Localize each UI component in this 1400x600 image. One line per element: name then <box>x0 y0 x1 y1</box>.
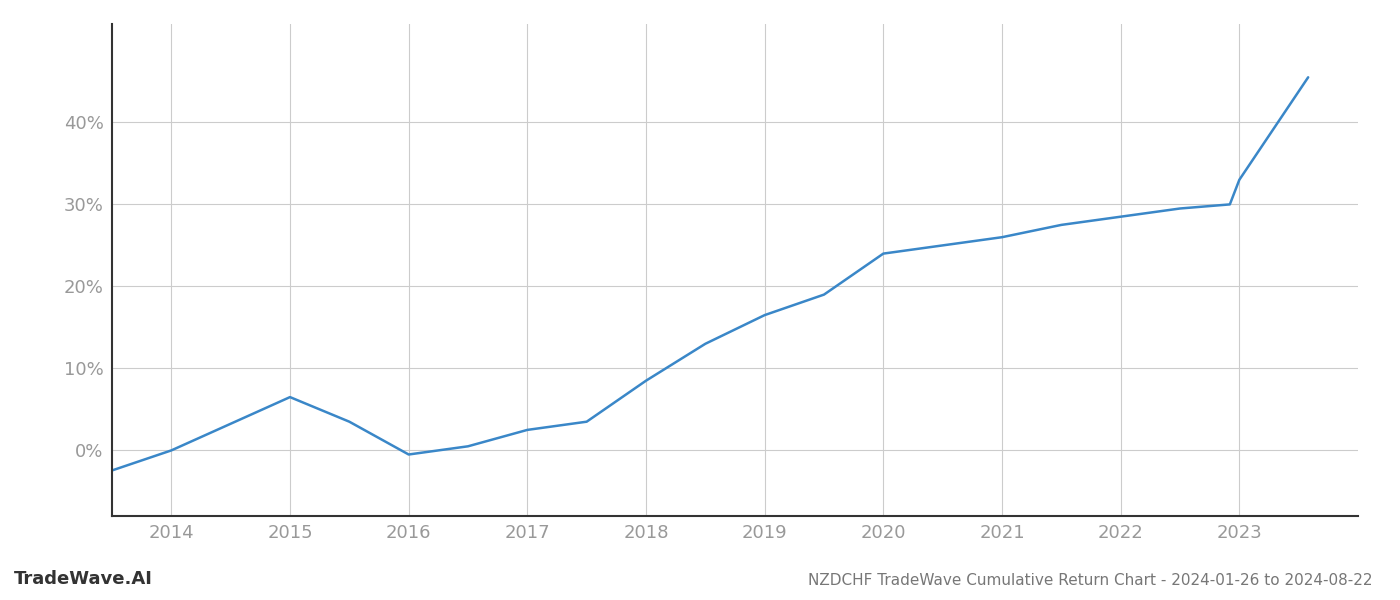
Text: NZDCHF TradeWave Cumulative Return Chart - 2024-01-26 to 2024-08-22: NZDCHF TradeWave Cumulative Return Chart… <box>808 573 1372 588</box>
Text: TradeWave.AI: TradeWave.AI <box>14 570 153 588</box>
